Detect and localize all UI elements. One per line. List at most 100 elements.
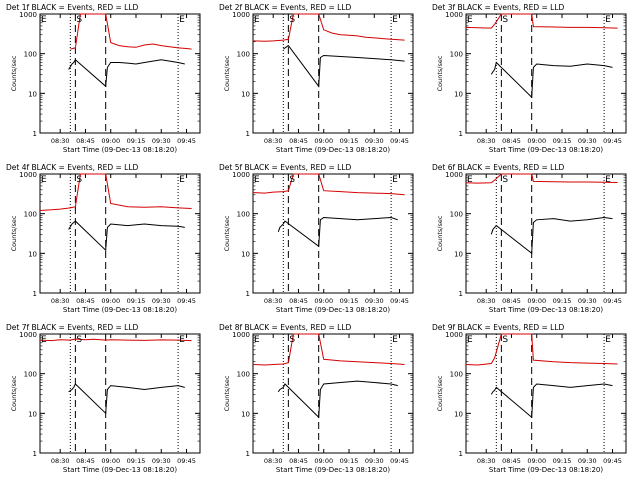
- x-tick-label: 08:30: [477, 457, 496, 465]
- x-tick-label: 09:30: [578, 137, 597, 145]
- series-events: [490, 383, 613, 419]
- y-tick-label: 10: [454, 250, 463, 258]
- x-tick-label: 08:45: [502, 457, 521, 465]
- y-tick-label: 1: [33, 290, 37, 298]
- y-tick-label: 1000: [232, 331, 250, 339]
- y-tick-label: 1000: [445, 331, 463, 339]
- y-tick-label: 100: [450, 211, 463, 219]
- y-tick-label: 10: [241, 250, 250, 258]
- x-tick-label: 08:45: [289, 457, 308, 465]
- x-tick-label: 09:00: [314, 297, 333, 305]
- y-axis-label: Counts/sec: [436, 375, 444, 411]
- x-tick-label: 08:30: [51, 457, 70, 465]
- marker-label: E: [605, 15, 611, 25]
- series-events: [283, 44, 405, 88]
- marker-label: E: [392, 175, 398, 185]
- marker-label: E: [392, 335, 398, 345]
- y-tick-label: 1000: [445, 171, 463, 179]
- marker-label: E: [254, 15, 260, 25]
- x-tick-label: 09:00: [527, 297, 546, 305]
- panel-title: Det 2f BLACK = Events, RED = LLD: [219, 3, 352, 12]
- series-lld: [465, 173, 618, 184]
- x-tick-label: 08:30: [477, 137, 496, 145]
- x-tick-label: 08:45: [289, 137, 308, 145]
- y-tick-label: 1: [246, 290, 250, 298]
- y-tick-label: 1000: [19, 11, 37, 19]
- y-tick-label: 10: [241, 410, 250, 418]
- panel-5: Det 5f BLACK = Events, RED = LLD 1 10 100 10…: [219, 163, 414, 314]
- x-tick-label: 08:45: [76, 137, 95, 145]
- series-lld: [252, 173, 405, 196]
- panel-title: Det 8f BLACK = Events, RED = LLD: [219, 323, 352, 332]
- series-lld: [465, 13, 618, 29]
- x-tick-label: 09:15: [127, 297, 146, 305]
- marker-label: S: [289, 335, 295, 345]
- y-tick-label: 10: [454, 90, 463, 98]
- x-tick-label: 09:45: [177, 297, 196, 305]
- series-events: [277, 216, 398, 248]
- y-axis-label: Counts/sec: [223, 55, 231, 91]
- marker-label: E: [41, 335, 47, 345]
- panel-9: Det 9f BLACK = Events, RED = LLD 1 10 100 10…: [432, 323, 627, 474]
- x-tick-label: 09:30: [578, 297, 597, 305]
- y-tick-label: 1000: [19, 171, 37, 179]
- series-lld: [252, 333, 405, 366]
- y-axis-label: Counts/sec: [436, 215, 444, 251]
- plot-frame: [39, 13, 201, 134]
- y-tick-label: 100: [24, 211, 37, 219]
- x-tick-label: 09:45: [177, 457, 196, 465]
- x-axis-label: Start Time (09-Dec-13 08:18:20): [276, 146, 390, 154]
- y-tick-label: 10: [28, 90, 37, 98]
- x-tick-label: 09:30: [152, 457, 171, 465]
- series-events: [277, 380, 398, 419]
- x-tick-label: 08:45: [76, 457, 95, 465]
- y-tick-label: 1000: [232, 11, 250, 19]
- y-tick-label: 1: [459, 450, 463, 458]
- y-axis-label: Counts/sec: [10, 215, 18, 251]
- x-tick-label: 09:15: [553, 457, 572, 465]
- series-events: [68, 59, 185, 88]
- y-tick-label: 100: [237, 371, 250, 379]
- y-tick-label: 100: [237, 211, 250, 219]
- marker-label: E: [41, 175, 47, 185]
- y-axis-label: Counts/sec: [10, 55, 18, 91]
- y-tick-label: 100: [24, 371, 37, 379]
- x-tick-label: 09:30: [152, 137, 171, 145]
- x-axis-label: Start Time (09-Dec-13 08:18:20): [489, 146, 603, 154]
- marker-label: S: [289, 175, 295, 185]
- x-tick-label: 09:15: [340, 137, 359, 145]
- x-tick-label: 09:15: [127, 137, 146, 145]
- x-axis-label: Start Time (09-Dec-13 08:18:20): [489, 306, 603, 314]
- series-events: [490, 61, 613, 99]
- panel-3: Det 3f BLACK = Events, RED = LLD 1 10 100 10…: [432, 3, 627, 154]
- marker-label: S: [502, 335, 508, 345]
- plot-frame: [465, 13, 627, 134]
- y-tick-label: 100: [450, 371, 463, 379]
- marker-label: E: [467, 335, 473, 345]
- x-tick-label: 09:30: [578, 457, 597, 465]
- series-events: [68, 220, 185, 252]
- marker-label: S: [502, 175, 508, 185]
- marker-label: E: [41, 15, 47, 25]
- x-tick-label: 08:45: [289, 297, 308, 305]
- series-events: [490, 216, 613, 255]
- y-tick-label: 100: [237, 51, 250, 59]
- x-tick-label: 08:30: [51, 297, 70, 305]
- x-axis-label: Start Time (09-Dec-13 08:18:20): [63, 306, 177, 314]
- panel-title: Det 9f BLACK = Events, RED = LLD: [432, 323, 565, 332]
- y-tick-label: 10: [454, 410, 463, 418]
- y-tick-label: 1: [459, 130, 463, 138]
- panel-2: Det 2f BLACK = Events, RED = LLD 1 10 100 10…: [219, 3, 414, 154]
- y-tick-label: 1: [33, 450, 37, 458]
- x-tick-label: 09:30: [365, 297, 384, 305]
- panel-title: Det 1f BLACK = Events, RED = LLD: [6, 3, 139, 12]
- x-tick-label: 09:45: [603, 137, 622, 145]
- x-axis-label: Start Time (09-Dec-13 08:18:20): [276, 306, 390, 314]
- y-tick-label: 1: [33, 130, 37, 138]
- x-tick-label: 08:30: [264, 137, 283, 145]
- x-tick-label: 09:45: [390, 297, 409, 305]
- marker-label: S: [76, 175, 82, 185]
- x-tick-label: 09:00: [101, 137, 120, 145]
- plot-frame: [39, 173, 201, 294]
- marker-label: E: [605, 335, 611, 345]
